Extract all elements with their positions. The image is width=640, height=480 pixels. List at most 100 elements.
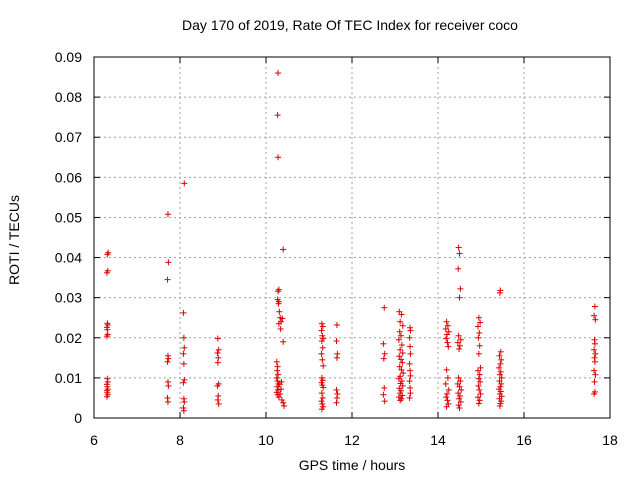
data-point [319,321,325,327]
data-point [181,345,187,351]
data-point [443,381,449,387]
data-point [444,340,450,346]
data-point [592,303,598,309]
data-point [320,324,326,330]
data-point [397,329,403,335]
data-point [456,245,462,251]
data-point [592,351,598,357]
data-point [215,397,221,403]
y-tick-label: 0.08 [55,89,82,105]
data-point [319,357,325,363]
data-point [444,319,450,325]
data-point [181,361,187,367]
data-point [476,401,482,407]
data-point [476,315,482,321]
grid [94,57,610,418]
data-point [497,361,503,367]
data-point [381,356,387,362]
data-point [592,317,598,323]
data-point [181,377,187,383]
data-point [592,372,598,378]
y-tick-label: 0.09 [55,49,82,65]
x-tick-label: 6 [90,432,98,448]
y-tick-label: 0.03 [55,290,82,306]
data-point [592,341,598,347]
data-point [407,351,413,357]
data-point [334,400,340,406]
data-point [407,373,413,379]
x-tick-label: 8 [176,432,184,448]
x-tick-label: 16 [516,432,532,448]
data-point [457,295,463,301]
data-point [216,347,222,353]
data-point [319,390,325,396]
data-point [276,309,282,315]
data-point [180,310,186,316]
data-point [320,395,326,401]
data-point [274,375,280,381]
data-point [318,351,324,357]
data-point [476,376,482,382]
data-point [407,335,413,341]
data-point [444,397,450,403]
data-point [181,399,187,405]
data-point [592,359,598,365]
data-point [318,328,324,334]
data-point [181,335,187,341]
data-point [215,336,221,342]
data-point [280,400,286,406]
data-point [591,347,597,353]
data-point [457,251,463,257]
data-point [407,395,413,401]
data-point [165,277,171,283]
data-point [181,180,187,186]
data-point [279,397,285,403]
data-point [444,367,450,373]
data-point [280,247,286,253]
x-tick-label: 18 [602,432,618,448]
data-point [498,349,504,355]
data-point [407,378,413,384]
y-tick-label: 0.02 [55,330,82,346]
scatter-chart: 6 8 10 12 14 16 1800.010.020.030.040.050.060.0… [0,0,640,480]
data-point [591,313,597,319]
data-point [445,375,451,381]
data-point [334,322,340,328]
data-point [334,387,340,393]
data-point [275,372,281,378]
data-point [382,351,388,357]
data-point [165,383,171,389]
data-point [165,356,171,362]
data-point [457,405,463,411]
data-point [334,338,340,344]
data-point [181,408,187,414]
data-point [407,361,413,367]
data-point [476,387,482,393]
data-point [320,363,326,369]
data-point [215,360,221,366]
data-point [456,346,462,352]
data-point [381,305,387,311]
x-tick-label: 12 [344,432,360,448]
data-point [334,355,340,361]
data-point [180,380,186,386]
data-point [407,390,413,396]
data-point [592,379,598,385]
data-point [443,336,449,342]
data-point [280,339,286,345]
data-point [281,403,287,409]
data-point [318,398,324,404]
data-point [275,112,281,118]
data-point [165,211,171,217]
data-point [407,344,413,350]
data-point [407,368,413,374]
data-point [476,330,482,336]
data-point [216,401,222,407]
data-point [477,343,483,349]
data-point [381,385,387,391]
y-tick-label: 0.04 [55,250,82,266]
data-point [380,341,386,347]
data-point [165,399,171,405]
data-point [457,286,463,292]
data-point [214,350,220,356]
